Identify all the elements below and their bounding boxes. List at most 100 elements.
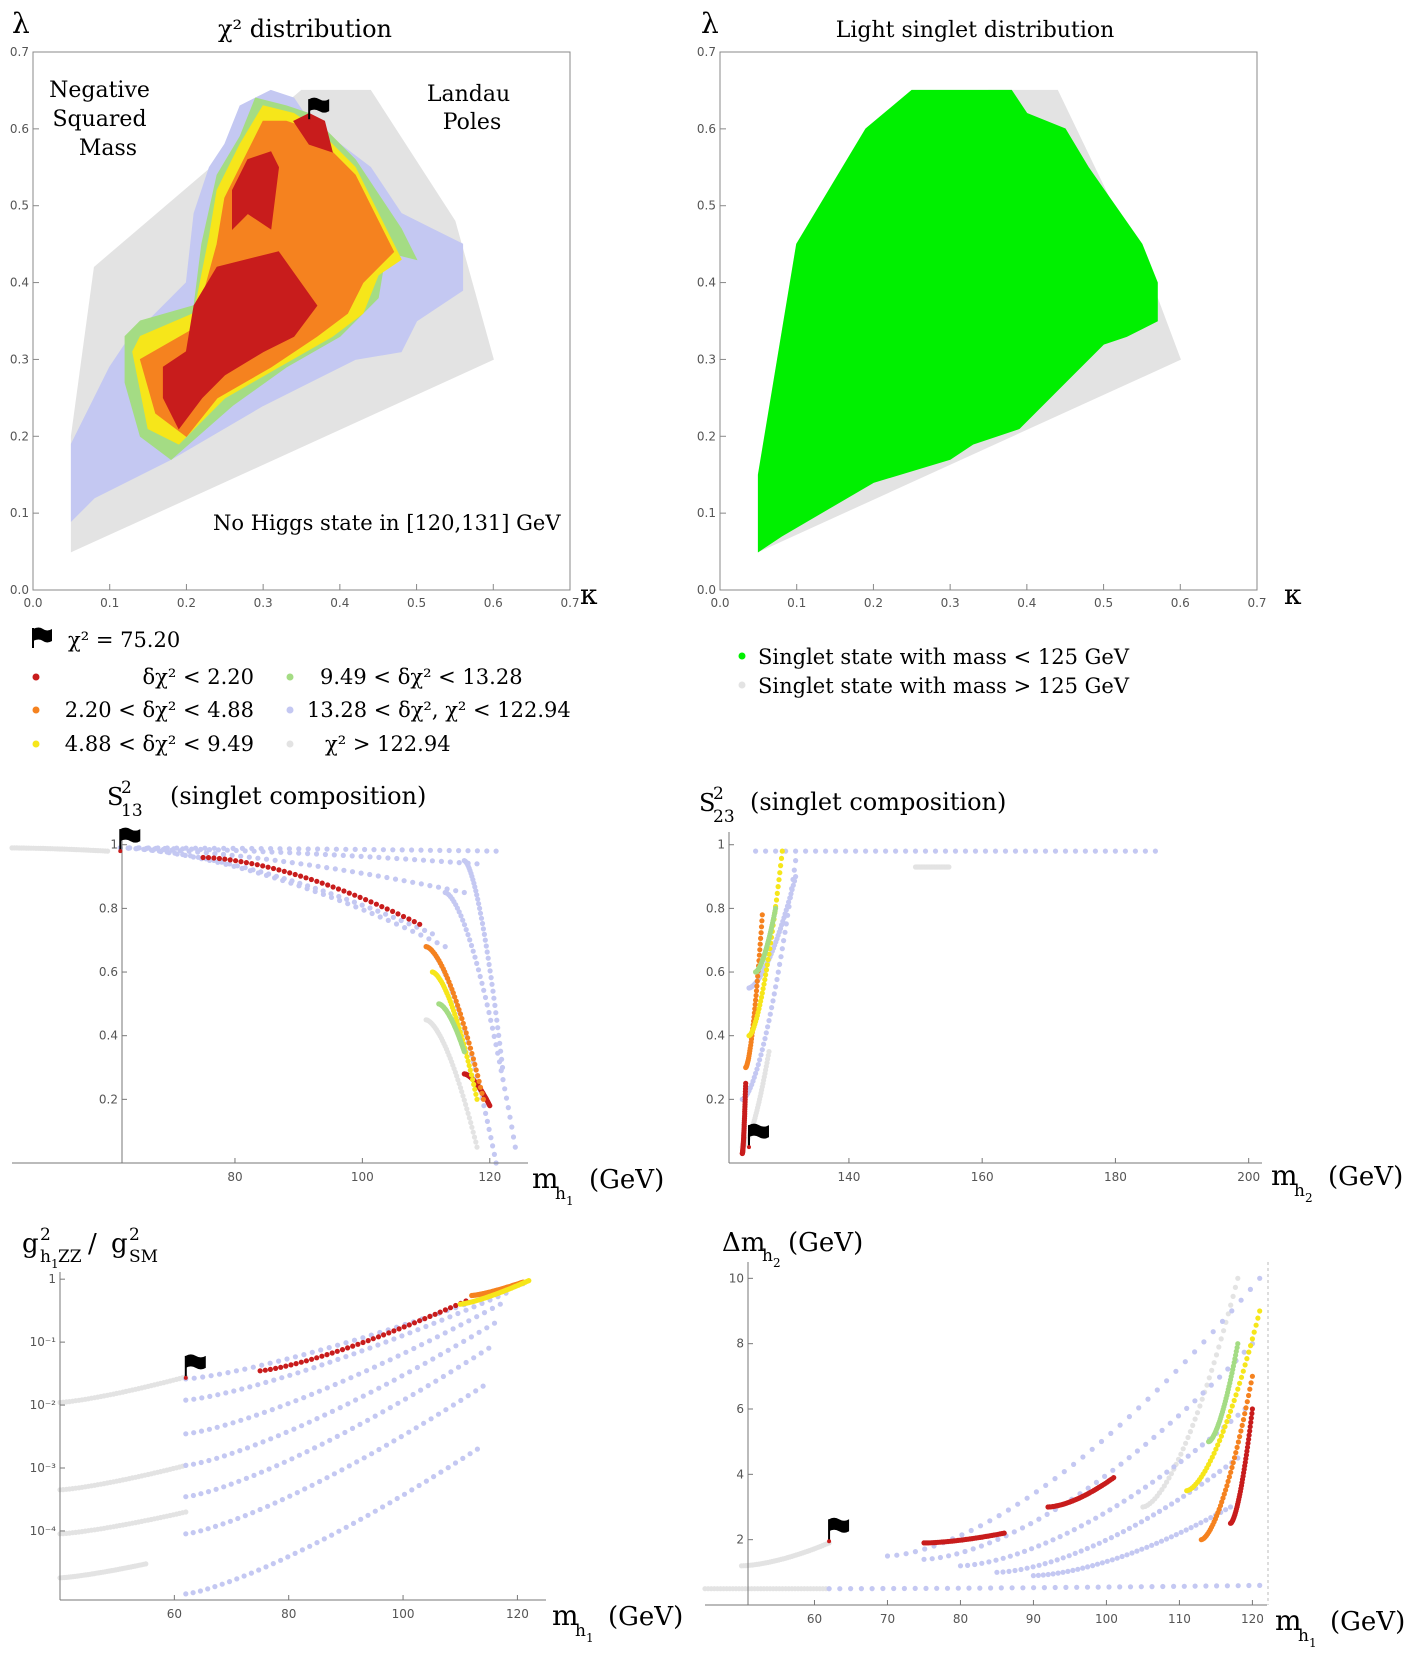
point-lavender <box>1045 1571 1051 1578</box>
point-lavender <box>322 851 328 858</box>
point-lavender <box>1000 1555 1006 1561</box>
point-red <box>330 884 336 890</box>
point-lavender <box>921 1556 927 1562</box>
point-lavender <box>880 1585 886 1592</box>
point-lavender <box>369 1451 375 1457</box>
flag-icon <box>827 1517 850 1544</box>
point-lavender <box>367 905 373 911</box>
point-lavender <box>1126 1525 1132 1531</box>
y-tick-label: 1 <box>110 838 118 852</box>
y-tick-label: 0.7 <box>697 45 716 59</box>
point-lavender <box>486 1009 492 1016</box>
point-lavender <box>360 1393 366 1399</box>
flag-icon <box>746 1123 769 1150</box>
point-lavender <box>257 1506 263 1513</box>
point-red <box>1248 1419 1254 1425</box>
title-superscript: 2 <box>121 778 132 798</box>
point-orange <box>1239 1422 1245 1428</box>
point-lavender <box>278 849 284 855</box>
point-lavender <box>790 882 796 888</box>
point-red <box>395 911 401 917</box>
point-lavender <box>1227 1504 1234 1510</box>
point-lavender <box>443 1407 449 1413</box>
point-red <box>257 1368 263 1374</box>
x-tick-label: 60 <box>167 1607 182 1621</box>
point-lavender <box>418 847 424 853</box>
flag-icon <box>32 627 52 648</box>
point-lavender <box>383 1381 390 1387</box>
point-lavender <box>401 878 407 884</box>
point-lavender <box>353 1397 359 1403</box>
point-lavender <box>1057 1534 1063 1540</box>
point-orange <box>460 1020 466 1026</box>
point-lavender <box>251 848 257 854</box>
point-lavender <box>461 922 468 928</box>
panel-delta-mh2: Δm h 2 (GeV) 60 70 80 90 100 110 120 2 4 6 8 10 m h… <box>702 1228 1405 1650</box>
point-lavender <box>250 867 256 873</box>
point-gray <box>473 1139 479 1145</box>
legend-label-gray: χ² > 122.94 <box>325 732 451 756</box>
point-lavender <box>468 1334 474 1340</box>
x-tick-label: 60 <box>807 1612 822 1626</box>
point-lavender <box>357 1421 363 1427</box>
point-lavender <box>455 1364 462 1370</box>
point-lavender <box>753 1070 759 1076</box>
point-lavender <box>1175 1413 1182 1419</box>
point-lavender <box>180 851 186 858</box>
point-lavender <box>932 848 939 854</box>
point-lavender <box>1040 1572 1046 1578</box>
point-gray <box>1206 1375 1212 1381</box>
point-orange <box>467 1045 474 1051</box>
point-lavender <box>487 968 493 974</box>
point-lavender <box>258 869 264 875</box>
point-lavender <box>1014 1551 1021 1557</box>
point-lavender <box>289 1456 295 1462</box>
point-red <box>384 906 390 912</box>
point-orange <box>456 1007 462 1013</box>
point-lavender <box>1072 1550 1078 1556</box>
point-lavender <box>205 1489 212 1495</box>
point-lavender <box>1100 1511 1106 1517</box>
x-tick-label: 80 <box>953 1612 968 1626</box>
point-lavender <box>239 1386 245 1392</box>
point-lavender <box>1036 1516 1042 1522</box>
point-orange <box>755 973 761 979</box>
point-lavender <box>1178 1529 1184 1535</box>
point-lavender <box>234 863 240 869</box>
point-lavender <box>437 1352 444 1358</box>
point-yellow <box>1226 1413 1232 1420</box>
point-lavender <box>465 848 471 854</box>
point-lavender <box>305 851 311 857</box>
point-lavender <box>1018 1566 1024 1573</box>
point-lavender <box>183 1462 189 1468</box>
point-lavender <box>883 848 889 854</box>
point-lavender <box>371 847 377 853</box>
point-gray <box>1192 1416 1198 1422</box>
point-lavender <box>214 1455 220 1461</box>
point-lavender <box>141 846 147 852</box>
point-lavender <box>270 1561 276 1567</box>
x-axis-sub: h <box>555 1184 566 1204</box>
point-lavender <box>365 1417 371 1423</box>
point-lavender <box>1210 1329 1216 1335</box>
point-lavender <box>1063 1584 1069 1590</box>
legend-dot-lavender <box>286 706 294 714</box>
point-red <box>1001 1530 1007 1536</box>
point-lavender <box>222 1422 228 1428</box>
point-lavender <box>477 910 484 916</box>
point-lavender <box>361 907 367 913</box>
point-lavender <box>393 921 400 927</box>
point-lavender <box>781 938 787 944</box>
point-lavender <box>1193 1522 1199 1528</box>
point-lavender <box>1154 1540 1160 1546</box>
point-lavender <box>233 1368 239 1374</box>
x-tick-label: 90 <box>1026 1612 1041 1626</box>
point-lavender <box>1112 848 1118 854</box>
point-orange <box>1237 1434 1243 1440</box>
point-lavender <box>474 892 480 898</box>
point-lavender <box>285 1401 291 1407</box>
point-lavender <box>242 865 248 871</box>
point-lavender <box>929 1556 935 1562</box>
point-lavender <box>489 1305 495 1311</box>
point-red <box>298 1359 304 1365</box>
